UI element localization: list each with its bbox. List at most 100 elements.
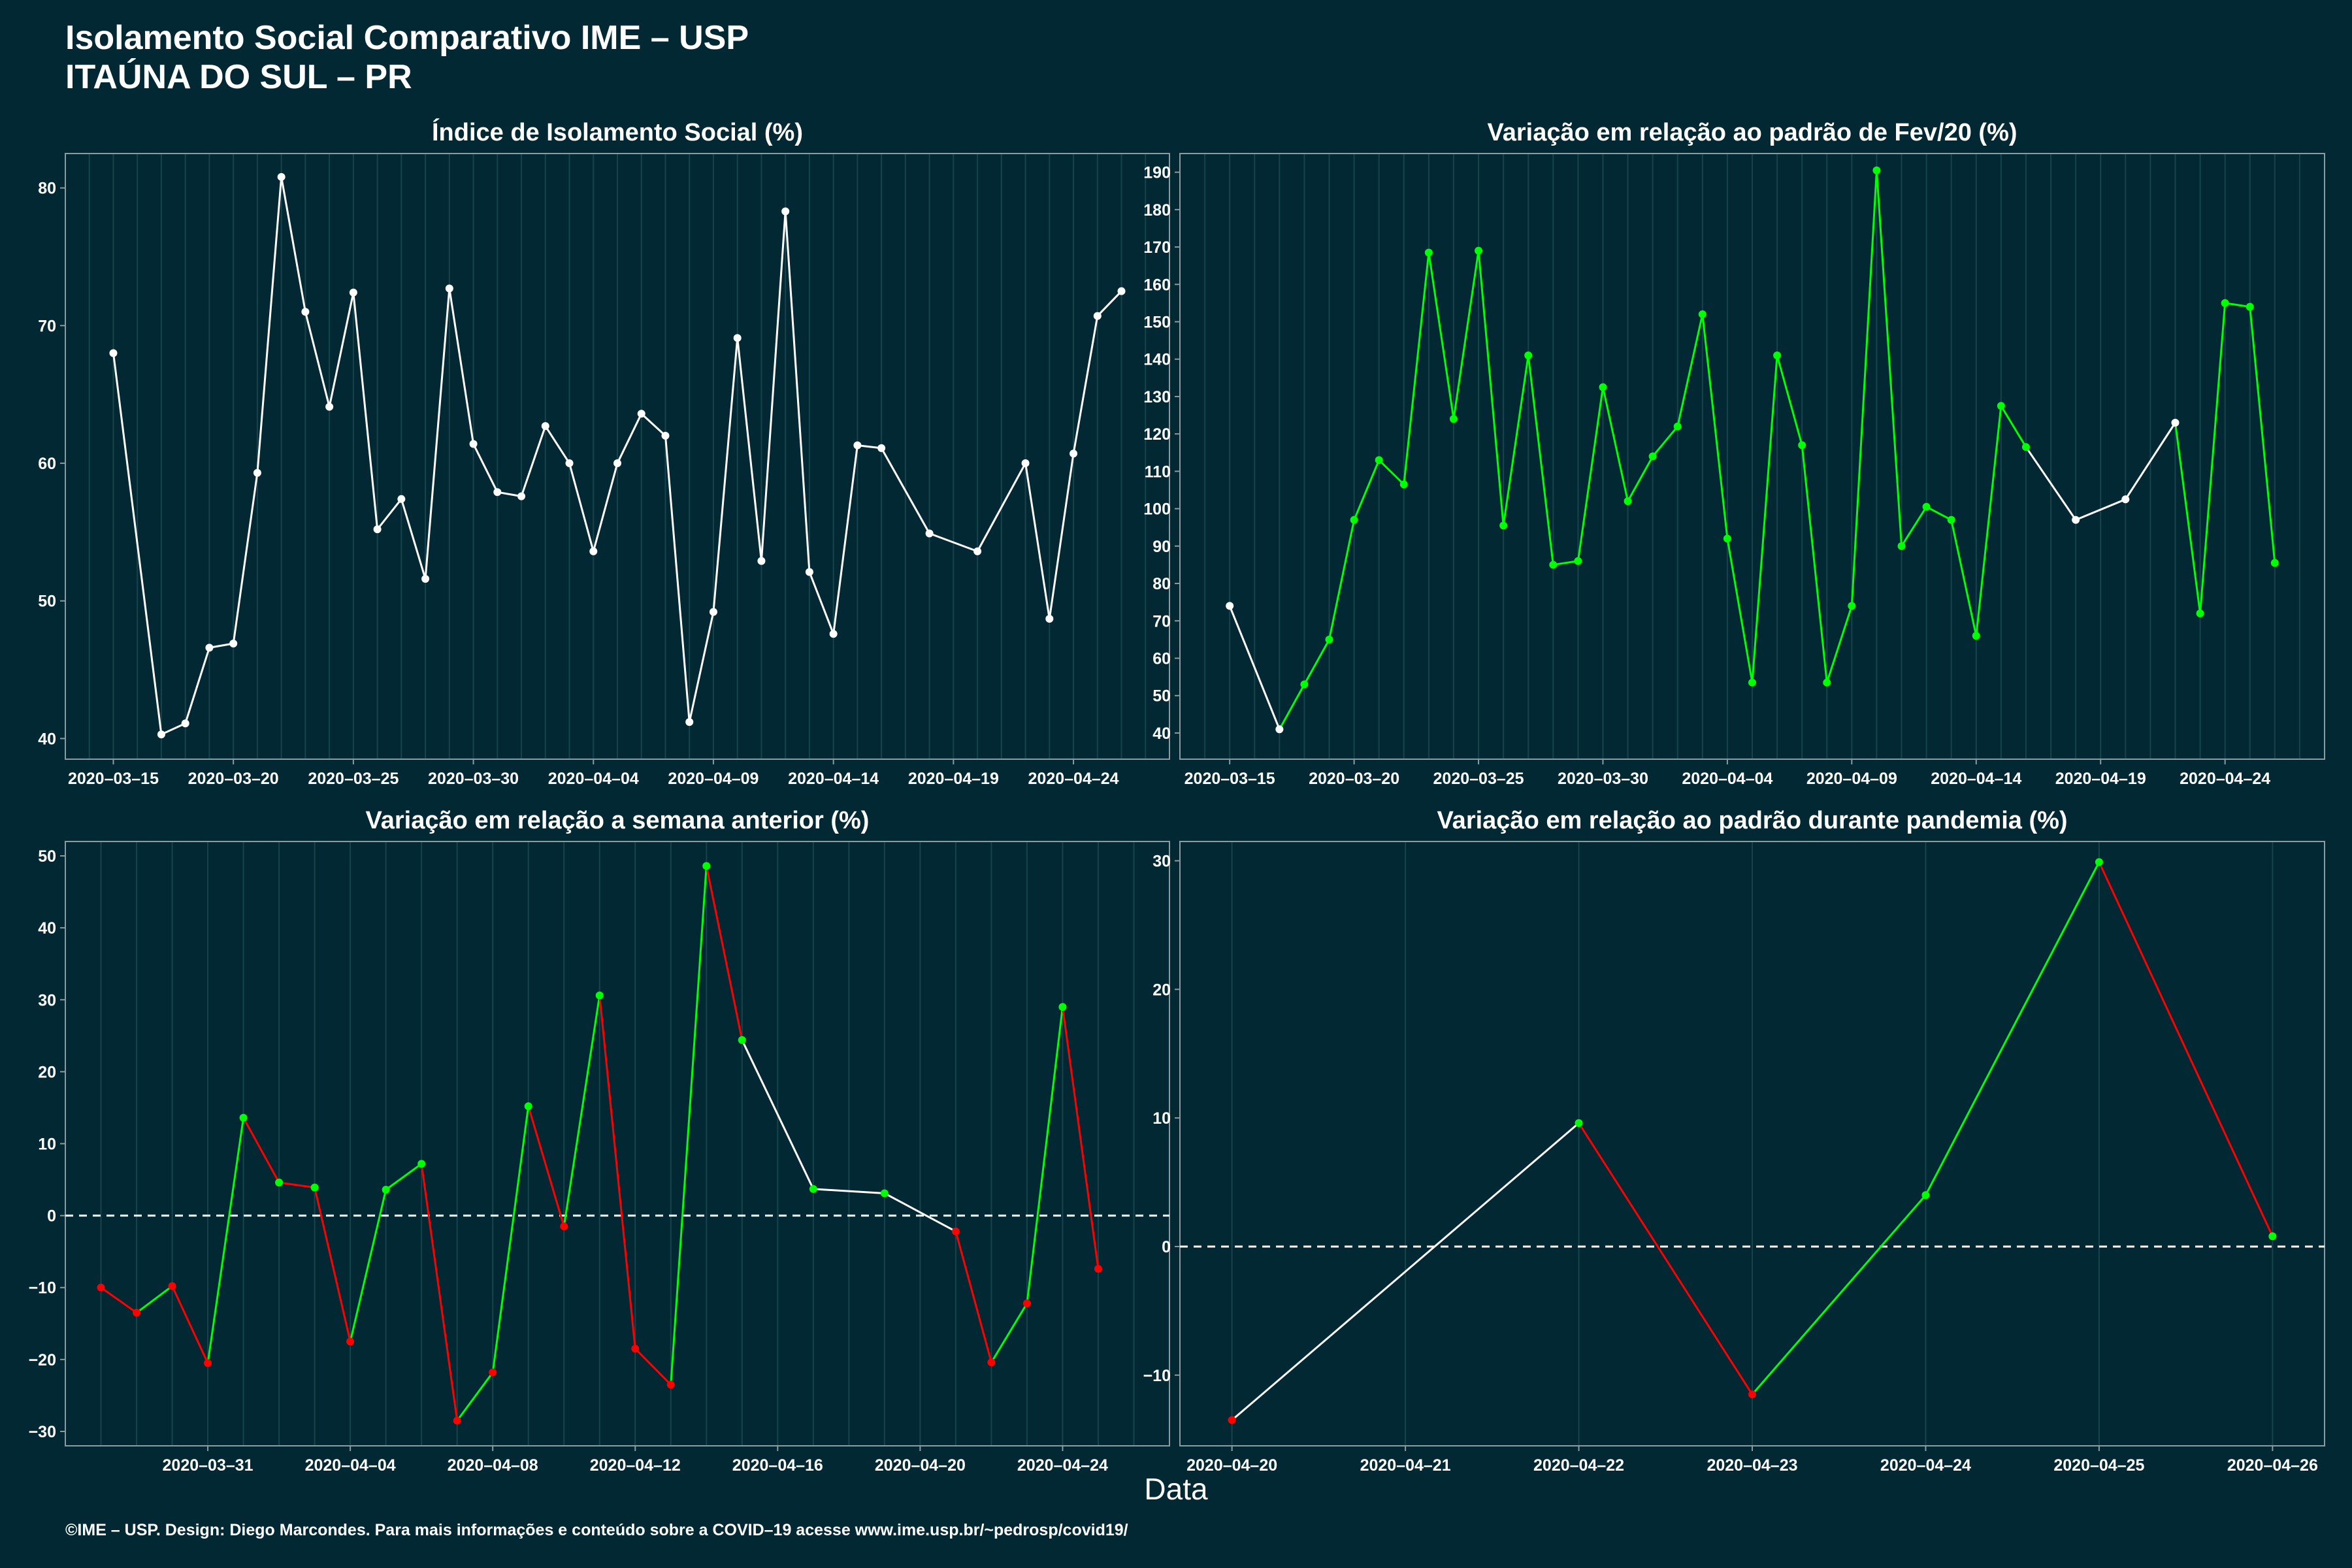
- data-point: [2246, 302, 2254, 311]
- line-segment: [1428, 252, 1455, 419]
- data-point: [809, 1184, 817, 1193]
- data-point: [880, 1189, 889, 1198]
- line-segment: [1925, 861, 2100, 1196]
- line-segment: [385, 1163, 423, 1191]
- data-point: [2171, 419, 2180, 427]
- y-tick-label: −30: [29, 1423, 56, 1441]
- line-segment: [280, 176, 306, 312]
- line-segment: [1048, 453, 1075, 619]
- line-segment: [242, 1117, 280, 1183]
- line-segment: [1627, 455, 1654, 502]
- data-point: [709, 608, 717, 616]
- data-point: [541, 422, 549, 431]
- x-tick-label: 2020–03–31: [163, 1456, 253, 1475]
- line-segment: [955, 1231, 992, 1363]
- series-points: [1228, 858, 2277, 1424]
- y-tick-label: 60: [1152, 650, 1171, 668]
- data-point: [1997, 402, 2005, 410]
- x-tick-label: 2020–04–16: [732, 1456, 823, 1475]
- line-segment: [520, 425, 547, 497]
- line-segment: [2225, 302, 2250, 308]
- data-point: [517, 492, 526, 500]
- data-point: [1549, 561, 1558, 569]
- line-segment: [1477, 250, 1505, 526]
- line-segment: [712, 338, 739, 612]
- x-tick-label: 2020–03–20: [188, 770, 279, 788]
- y-tick-label: 140: [1143, 351, 1171, 369]
- data-point: [1947, 515, 1955, 524]
- line-segment: [1875, 170, 1903, 546]
- line-segment: [161, 722, 186, 736]
- line-segment: [990, 1303, 1028, 1364]
- line-segment: [314, 1187, 351, 1342]
- line-segment: [2199, 302, 2227, 613]
- line-segment: [1231, 1122, 1580, 1421]
- data-point: [1575, 1119, 1583, 1128]
- chart-isolamento: Índice de Isolamento Social (%) 40 50 60 70 8…: [38, 118, 1170, 788]
- x-tick-label: 2020–04–20: [1186, 1456, 1277, 1475]
- line-segment: [1378, 459, 1405, 485]
- data-point: [1624, 497, 1632, 506]
- data-point: [1848, 602, 1856, 610]
- data-point: [2095, 858, 2103, 866]
- data-point: [1748, 1390, 1756, 1399]
- line-segment: [544, 425, 570, 464]
- line-segment: [328, 292, 355, 407]
- line-segment: [2025, 446, 2077, 521]
- data-point: [1226, 602, 1234, 610]
- data-point: [1325, 635, 1333, 644]
- y-tick-label: 40: [38, 730, 56, 748]
- data-point: [1599, 383, 1607, 391]
- data-point: [1897, 542, 1906, 550]
- line-segment: [705, 866, 743, 1041]
- panel-title: Variação em relação a semana anterior (%…: [366, 807, 870, 834]
- y-tick-label: 160: [1143, 276, 1171, 294]
- data-point: [349, 288, 357, 297]
- data-point: [301, 308, 310, 316]
- data-point: [702, 862, 711, 870]
- line-segment: [616, 413, 643, 464]
- data-point: [421, 575, 430, 583]
- line-segment: [1026, 1007, 1064, 1304]
- data-point: [346, 1337, 355, 1346]
- data-point: [1773, 351, 1782, 359]
- data-point: [973, 547, 982, 555]
- series-line: [100, 866, 1100, 1422]
- line-segment: [1901, 506, 1927, 547]
- data-point: [109, 349, 118, 357]
- data-point: [1524, 351, 1533, 359]
- line-segment: [832, 445, 858, 634]
- x-tick-label: 2020–04–08: [448, 1456, 538, 1475]
- data-point: [1449, 415, 1458, 423]
- line-segment: [784, 211, 811, 572]
- data-point: [1375, 456, 1383, 465]
- line-segment: [2249, 306, 2276, 563]
- data-point: [1045, 615, 1054, 623]
- line-segment: [568, 463, 595, 552]
- line-segment: [112, 353, 163, 735]
- line-segment: [100, 1286, 137, 1314]
- line-segment: [1676, 314, 1704, 427]
- line-segment: [563, 995, 601, 1227]
- panel-frame: [1179, 153, 2325, 760]
- data-point: [631, 1345, 640, 1353]
- y-tick-label: 90: [1152, 538, 1171, 556]
- data-point: [2268, 1232, 2277, 1241]
- panel-title: Índice de Isolamento Social (%): [432, 118, 803, 146]
- data-point: [1673, 422, 1682, 431]
- data-point: [229, 640, 238, 648]
- line-segment: [1751, 355, 1778, 683]
- data-point: [1094, 1265, 1102, 1273]
- data-point: [382, 1185, 390, 1194]
- data-point: [1798, 441, 1806, 449]
- y-tick-label: −10: [1143, 1367, 1171, 1385]
- data-point: [453, 1416, 461, 1425]
- x-tick-label: 2020–04–09: [668, 770, 759, 788]
- data-point: [1648, 452, 1657, 461]
- grid: [65, 841, 1170, 1446]
- y-tick-label: 50: [38, 847, 56, 866]
- line-segment: [171, 1285, 209, 1364]
- data-point: [1117, 287, 1126, 295]
- chart-semana-anterior: Variação em relação a semana anterior (%…: [29, 807, 1170, 1475]
